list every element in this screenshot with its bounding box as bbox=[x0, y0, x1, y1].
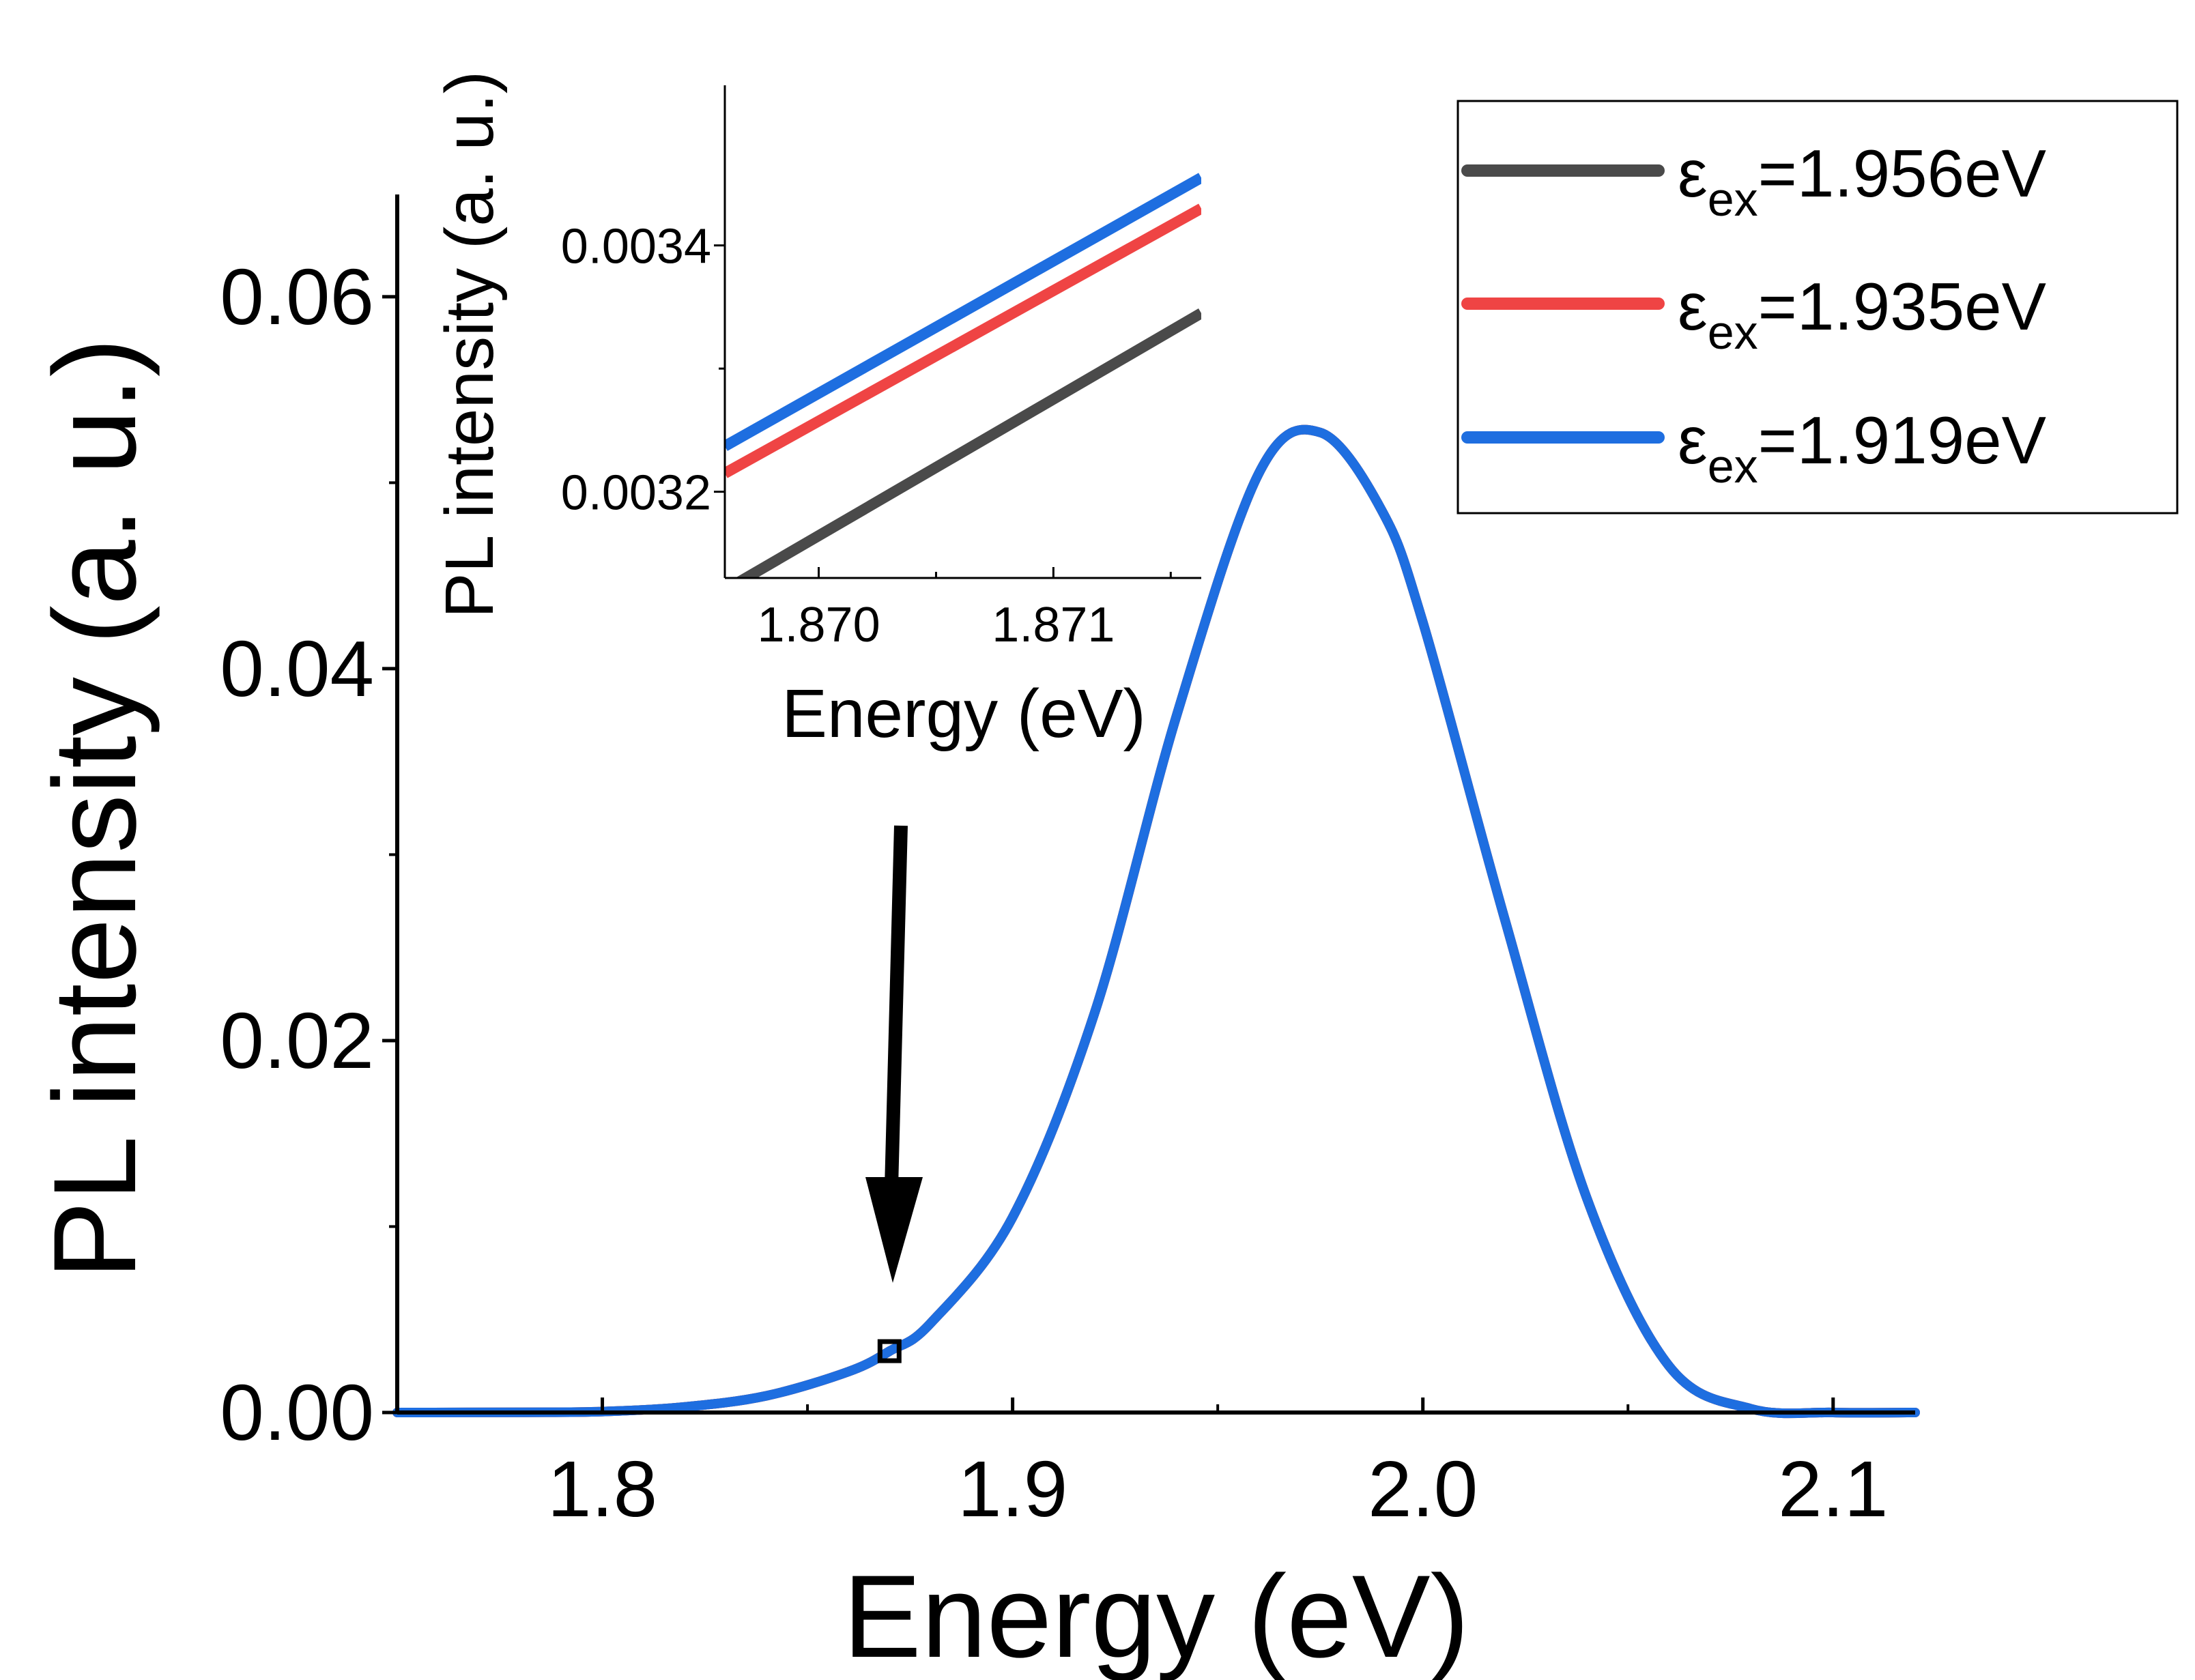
main-series-group bbox=[392, 424, 1920, 1419]
legend-sub-1935: ex bbox=[1708, 306, 1758, 359]
legend-label-1935: εex=1.935eV bbox=[1678, 269, 2046, 359]
legend-entry-1919: εex=1.919eV bbox=[1461, 403, 2046, 493]
zoom-region-marker bbox=[877, 1339, 902, 1363]
legend: εex=1.956eV εex=1.935eV εex=1.919eV bbox=[1457, 100, 2179, 515]
main-y-tick-labels: 0.00 0.02 0.04 0.06 bbox=[220, 252, 374, 1457]
inset-series-group bbox=[725, 173, 1201, 578]
legend-entry-1956: εex=1.956eV bbox=[1461, 136, 2046, 226]
main-y-tick-label-1: 0.02 bbox=[220, 996, 374, 1085]
annotation-arrow-head bbox=[865, 1177, 923, 1283]
inset-x-axis-title: Energy (eV) bbox=[781, 676, 1146, 752]
legend-entry-1935: εex=1.935eV bbox=[1461, 269, 2046, 359]
legend-value-1935: =1.935eV bbox=[1758, 269, 2046, 344]
inset-series-line-0 bbox=[735, 308, 1201, 578]
inset-ticks-group bbox=[714, 244, 1172, 578]
legend-epsilon-1919: ε bbox=[1678, 403, 1708, 478]
main-x-tick-label-2: 2.0 bbox=[1368, 1445, 1478, 1533]
legend-sub-1919: ex bbox=[1708, 439, 1758, 493]
main-x-tick-label-1: 1.9 bbox=[958, 1445, 1067, 1533]
main-chart: 1.8 1.9 2.0 2.1 0.00 0.02 0.04 0.06 Energy (eV… bbox=[29, 194, 1920, 1680]
main-ticks-group bbox=[382, 295, 1835, 1415]
legend-value-1919: =1.919eV bbox=[1758, 403, 2046, 478]
inset-chart: 1.870 1.871 0.0032 0.0034 Energy (eV) PL i… bbox=[431, 71, 1201, 752]
inset-series-line-2 bbox=[725, 173, 1201, 451]
inset-y-axis-title: PL intensity (a. u.) bbox=[431, 71, 508, 618]
main-series-line-2 bbox=[392, 424, 1920, 1419]
inset-x-tick-label-0: 1.870 bbox=[757, 598, 880, 652]
inset-y-tick-label-1: 0.0034 bbox=[561, 220, 711, 274]
inset-y-tick-label-0: 0.0032 bbox=[561, 466, 711, 521]
inset-y-tick-labels: 0.0032 0.0034 bbox=[561, 220, 711, 521]
main-y-axis-title: PL intensity (a. u.) bbox=[29, 338, 160, 1279]
main-y-tick-label-2: 0.04 bbox=[220, 624, 374, 713]
inset-x-tick-label-1: 1.871 bbox=[992, 598, 1115, 652]
annotation-arrow-shaft bbox=[885, 825, 908, 1188]
legend-value-1956: =1.956eV bbox=[1758, 136, 2046, 211]
main-y-tick-label-3: 0.06 bbox=[220, 252, 374, 341]
zoom-annotation bbox=[865, 825, 923, 1363]
main-x-tick-label-0: 1.8 bbox=[547, 1445, 657, 1533]
legend-label-1919: εex=1.919eV bbox=[1678, 403, 2046, 493]
legend-epsilon-1956: ε bbox=[1678, 136, 1708, 211]
inset-series-line-1 bbox=[725, 203, 1201, 478]
legend-epsilon-1935: ε bbox=[1678, 269, 1708, 344]
main-x-tick-labels: 1.8 1.9 2.0 2.1 bbox=[547, 1445, 1889, 1533]
main-y-tick-label-0: 0.00 bbox=[220, 1368, 374, 1457]
legend-label-1956: εex=1.956eV bbox=[1678, 136, 2046, 226]
main-x-axis-title: Energy (eV) bbox=[843, 1551, 1469, 1680]
legend-sub-1956: ex bbox=[1708, 173, 1758, 226]
main-x-tick-label-3: 2.1 bbox=[1778, 1445, 1888, 1533]
inset-x-tick-labels: 1.870 1.871 bbox=[757, 598, 1115, 652]
